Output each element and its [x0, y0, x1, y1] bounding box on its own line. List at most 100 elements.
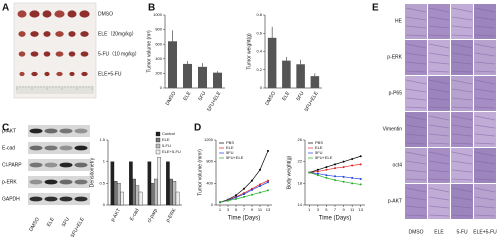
y-tick-label: 1200: [204, 137, 214, 142]
tumor: [68, 31, 76, 37]
x-tick-label: p-ERK: [165, 207, 178, 223]
histology-image: [451, 4, 473, 39]
tissue-streak: [451, 124, 473, 129]
x-tick-label: 7: [243, 207, 246, 212]
tissue-streak: [474, 34, 496, 37]
point: [342, 160, 345, 163]
tumor-photo: [13, 2, 97, 99]
tissue-streak: [405, 205, 427, 209]
tumor: [79, 10, 90, 18]
tumor: [30, 31, 39, 37]
tissue-streak: [474, 124, 496, 129]
bar: [267, 37, 277, 88]
x-tick-label: 13: [358, 207, 363, 212]
tissue-streak: [474, 196, 496, 201]
histology-image: [474, 148, 496, 183]
blot-band: [74, 179, 88, 185]
histology-image: [474, 184, 496, 219]
bar: [172, 181, 177, 206]
legend-label: Control: [162, 131, 175, 136]
x-axis-label: Time (Days): [319, 216, 351, 222]
point: [235, 194, 237, 197]
blot-band: [44, 128, 58, 134]
panel-letter: D: [194, 123, 201, 134]
tissue-streak: [428, 142, 450, 145]
point: [267, 189, 269, 192]
tissue-streak: [405, 97, 427, 101]
y-axis-label: Tumor weight(g): [246, 33, 252, 70]
point: [316, 174, 319, 177]
tissue-streak: [474, 133, 496, 137]
tissue-streak: [474, 169, 496, 173]
tissue-streak: [451, 133, 473, 137]
legend-label: 5-FU: [162, 143, 171, 148]
point: [259, 183, 261, 186]
group-label: 5-FU: [456, 229, 468, 235]
x-tick-label: 5: [235, 207, 238, 212]
tissue-streak: [474, 70, 496, 73]
legend-label: ELE+5-FU: [162, 149, 181, 154]
bar: [110, 161, 115, 206]
x-tick-label: 9: [251, 207, 254, 212]
y-tick-label: 1: [103, 159, 106, 164]
tissue-streak: [451, 169, 473, 173]
point: [351, 157, 354, 160]
blot-band: [29, 145, 43, 151]
tissue-streak: [428, 133, 450, 137]
panel-letter: A: [2, 3, 9, 14]
blot-strip: [28, 125, 90, 137]
tissue-streak: [405, 196, 427, 201]
y-tick-label: 1.5: [99, 137, 105, 142]
point: [259, 185, 261, 188]
histology-image: [428, 184, 450, 219]
legend-swatch: [155, 131, 161, 137]
legend-label: 5FU: [226, 150, 234, 155]
tissue-streak: [451, 214, 473, 217]
tissue-streak: [405, 16, 427, 21]
x-tick-label: 5FU: [197, 90, 207, 102]
tumor: [68, 51, 76, 57]
blot-band: [44, 162, 58, 168]
bar: [166, 161, 170, 206]
tissue-streak: [405, 160, 427, 165]
tissue-streak: [474, 160, 496, 165]
tissue-streak: [428, 115, 450, 121]
point: [243, 195, 245, 198]
blot-strip: [28, 159, 90, 171]
histology-image: [474, 76, 496, 111]
point: [235, 198, 237, 201]
x-tick-label: cl-parp: [146, 207, 159, 223]
blot-band: [59, 128, 73, 134]
tissue-streak: [474, 106, 496, 109]
legend-label: PBS: [226, 140, 234, 145]
tumor: [69, 71, 75, 77]
group-label: DMSO: [98, 11, 113, 17]
y-tick-label: 200: [155, 70, 162, 75]
bar: [213, 72, 222, 88]
bar: [132, 178, 136, 206]
tissue-streak: [474, 115, 496, 121]
tissue-streak: [451, 70, 473, 73]
y-tick-label: 26: [298, 137, 303, 142]
tissue-streak: [405, 7, 427, 13]
histology-image: [405, 148, 427, 183]
tumor: [55, 51, 64, 57]
tissue-streak: [428, 151, 450, 157]
y-axis-label: Tumor volume (m³): [146, 30, 152, 73]
point: [359, 178, 362, 180]
tissue-streak: [451, 34, 473, 37]
tissue-streak: [451, 25, 473, 29]
blot-row-label: p-ERK: [2, 179, 17, 185]
blot-band: [74, 196, 88, 202]
tissue-streak: [405, 214, 427, 217]
bar: [175, 191, 180, 206]
point: [316, 168, 319, 171]
tumor: [29, 10, 40, 18]
legend-label: PBS: [315, 140, 323, 145]
y-axis-label: Body weight(g): [286, 155, 292, 189]
tissue-streak: [405, 115, 427, 121]
tissue-streak: [405, 187, 427, 193]
y-tick-label: 0: [211, 202, 214, 207]
group-label: DMSO: [409, 229, 424, 235]
tissue-streak: [428, 169, 450, 173]
